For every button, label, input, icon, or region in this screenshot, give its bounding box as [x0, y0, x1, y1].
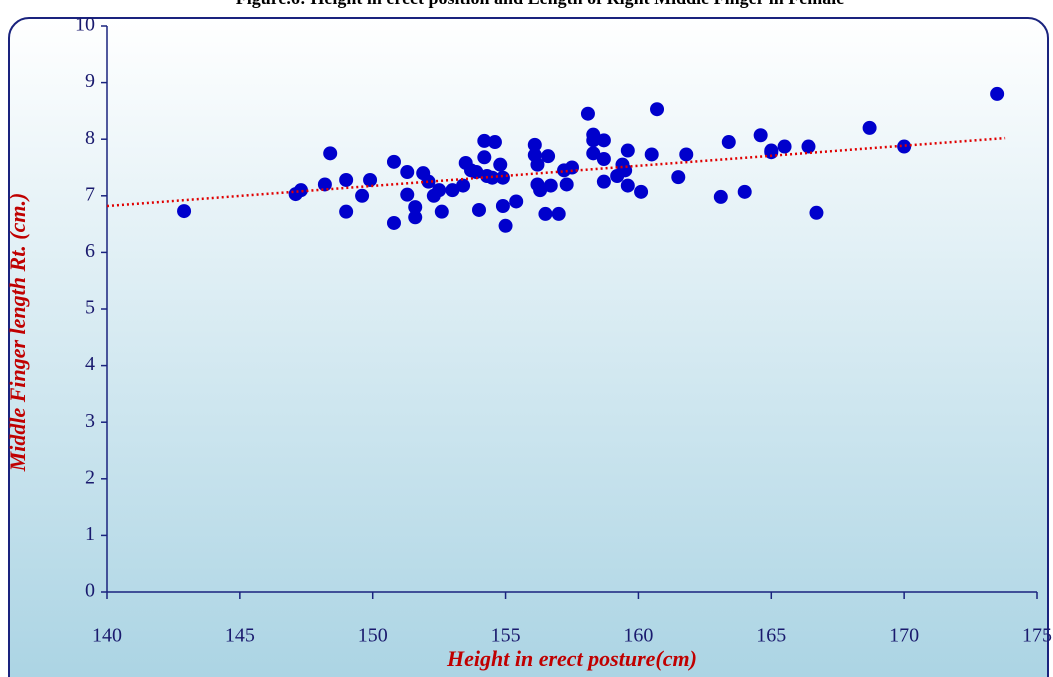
data-point — [445, 183, 460, 198]
x-tick-label: 175 — [1022, 625, 1052, 647]
data-point — [400, 187, 415, 202]
data-point — [777, 139, 792, 154]
y-tick-label: 1 — [85, 523, 95, 545]
data-point — [293, 183, 308, 198]
y-tick-label: 2 — [85, 466, 95, 488]
data-point — [862, 120, 877, 135]
data-point — [596, 152, 611, 167]
data-point — [586, 133, 601, 148]
data-point — [809, 205, 824, 220]
y-tick-label: 7 — [85, 183, 95, 205]
data-point — [620, 143, 635, 158]
data-point — [650, 102, 665, 117]
x-tick-label: 140 — [92, 625, 122, 647]
data-point — [527, 137, 542, 152]
y-tick-label: 9 — [85, 70, 95, 92]
data-point — [509, 194, 524, 209]
data-point — [679, 147, 694, 162]
data-point — [493, 157, 508, 172]
data-point — [323, 146, 338, 161]
data-point — [764, 145, 779, 160]
data-point — [472, 202, 486, 217]
data-point — [596, 133, 611, 148]
data-point — [530, 157, 545, 172]
data-point — [753, 128, 768, 143]
data-point — [541, 149, 556, 164]
data-point — [538, 206, 553, 221]
y-tick-label: 0 — [85, 580, 95, 602]
data-point — [713, 189, 728, 204]
data-point — [671, 170, 686, 185]
data-point — [498, 218, 513, 233]
data-point — [634, 184, 649, 199]
y-tick-label: 4 — [85, 353, 95, 375]
x-tick-label: 160 — [623, 625, 653, 647]
data-point — [551, 206, 566, 221]
data-point — [400, 165, 415, 180]
plot-area: 0 1 2 3 4 5 6 7 8 9 10 140 145 150 155 160 165 170 175 — [75, 14, 1052, 647]
data-point — [456, 178, 471, 193]
x-tick-label: 165 — [756, 625, 786, 647]
y-tick-label: 8 — [85, 127, 95, 149]
data-point — [477, 150, 492, 165]
data-point — [386, 215, 401, 230]
data-point — [469, 165, 484, 180]
data-point — [580, 106, 595, 121]
data-point — [596, 174, 611, 189]
data-point — [477, 133, 492, 148]
data-point — [421, 174, 436, 189]
data-point — [721, 135, 736, 150]
x-tick-label: 150 — [358, 625, 388, 647]
data-point — [495, 198, 510, 213]
data-point — [543, 178, 558, 193]
x-tick-label: 170 — [889, 625, 919, 647]
data-point — [990, 86, 1005, 101]
data-point — [586, 146, 601, 161]
data-point — [363, 172, 378, 187]
y-axis-title: Middle Finger length Rt. (cm.) — [5, 193, 30, 473]
data-point — [432, 183, 447, 198]
data-point — [495, 170, 510, 185]
data-point — [559, 177, 574, 192]
y-tick-label: 6 — [85, 240, 95, 262]
x-axis-title: Height in erect posture(cm) — [446, 646, 697, 671]
x-tick-label: 155 — [491, 625, 521, 647]
data-point — [618, 163, 633, 178]
x-tick-label: 145 — [225, 625, 255, 647]
data-point — [408, 210, 423, 225]
data-point — [644, 147, 659, 162]
chart-frame — [8, 17, 1049, 677]
data-point — [897, 139, 912, 154]
data-point — [620, 178, 635, 193]
y-tick-label: 5 — [85, 297, 95, 319]
data-point — [434, 204, 449, 219]
data-point — [408, 200, 423, 215]
y-tick-label: 3 — [85, 410, 95, 432]
data-point — [801, 139, 816, 154]
trendline — [106, 136, 1006, 208]
data-point — [339, 204, 354, 219]
data-point — [565, 160, 579, 175]
data-point — [177, 204, 192, 219]
data-point — [355, 188, 370, 203]
data-point — [386, 154, 401, 169]
y-tick-label: 10 — [75, 14, 95, 36]
data-point — [339, 172, 354, 187]
chart-title: Figure.6: Height in erect position and L… — [236, 0, 844, 8]
data-point — [737, 184, 752, 199]
data-point — [487, 135, 502, 150]
data-point — [533, 183, 548, 198]
data-point — [317, 177, 332, 192]
